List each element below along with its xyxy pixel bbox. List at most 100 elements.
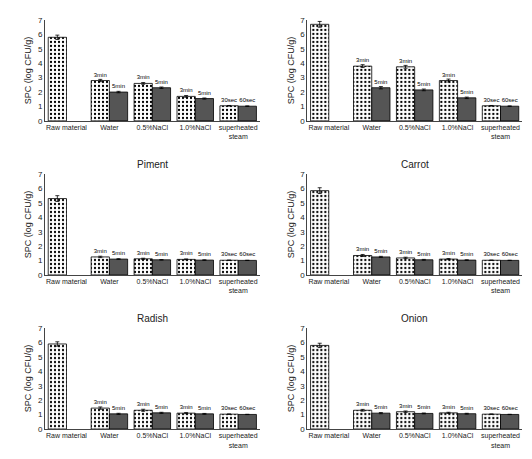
svg-text:5: 5 xyxy=(38,45,43,54)
svg-text:1.0%NaCl: 1.0%NaCl xyxy=(180,124,212,131)
svg-text:superheatedsteam: superheatedsteam xyxy=(219,124,258,140)
svg-text:0: 0 xyxy=(38,117,43,126)
svg-text:1.0%NaCl: 1.0%NaCl xyxy=(442,278,474,285)
svg-text:6: 6 xyxy=(38,338,43,347)
svg-text:Raw material: Raw material xyxy=(308,278,349,285)
svg-text:5min: 5min xyxy=(198,405,211,411)
svg-text:4: 4 xyxy=(38,367,43,376)
svg-text:SPC (log CFU/g): SPC (log CFU/g) xyxy=(286,345,296,413)
svg-text:3min: 3min xyxy=(442,250,455,256)
svg-text:5: 5 xyxy=(300,353,305,362)
svg-text:6: 6 xyxy=(38,30,43,39)
svg-text:3min: 3min xyxy=(94,399,107,405)
svg-text:3: 3 xyxy=(38,228,43,237)
svg-text:0.5%NaCl: 0.5%NaCl xyxy=(399,278,431,285)
svg-text:0: 0 xyxy=(300,117,305,126)
svg-text:7: 7 xyxy=(38,16,43,25)
svg-text:3min: 3min xyxy=(180,250,193,256)
svg-text:1: 1 xyxy=(38,410,43,419)
svg-text:3min: 3min xyxy=(94,248,107,254)
svg-text:5min: 5min xyxy=(417,251,430,257)
svg-text:0.5%NaCl: 0.5%NaCl xyxy=(399,432,431,439)
svg-text:5min: 5min xyxy=(460,251,473,257)
svg-text:1.0%NaCl: 1.0%NaCl xyxy=(442,432,474,439)
svg-text:30sec: 30sec xyxy=(483,251,499,257)
svg-text:Carrot: Carrot xyxy=(401,159,429,170)
svg-text:1: 1 xyxy=(38,102,43,111)
svg-text:1: 1 xyxy=(300,256,305,265)
svg-text:60sec: 60sec xyxy=(239,405,255,411)
svg-text:30sec: 30sec xyxy=(221,405,237,411)
svg-text:7: 7 xyxy=(38,170,43,179)
svg-text:5min: 5min xyxy=(417,81,430,87)
svg-text:superheatedsteam: superheatedsteam xyxy=(481,432,520,448)
svg-text:Raw material: Raw material xyxy=(46,432,87,439)
svg-text:superheatedsteam: superheatedsteam xyxy=(219,278,258,294)
svg-text:Raw material: Raw material xyxy=(46,278,87,285)
svg-text:0: 0 xyxy=(300,425,305,434)
svg-text:7: 7 xyxy=(300,16,305,25)
svg-text:1: 1 xyxy=(38,256,43,265)
svg-text:Raw material: Raw material xyxy=(308,432,349,439)
svg-text:3min: 3min xyxy=(180,87,193,93)
svg-text:5min: 5min xyxy=(112,405,125,411)
svg-text:3min: 3min xyxy=(356,246,369,252)
svg-text:4: 4 xyxy=(300,367,305,376)
svg-text:0.5%NaCl: 0.5%NaCl xyxy=(137,278,169,285)
svg-text:5min: 5min xyxy=(460,405,473,411)
svg-text:30sec: 30sec xyxy=(483,405,499,411)
svg-text:2: 2 xyxy=(38,88,43,97)
svg-text:5min: 5min xyxy=(198,251,211,257)
svg-text:5min: 5min xyxy=(112,250,125,256)
svg-text:6: 6 xyxy=(300,30,305,39)
svg-text:3: 3 xyxy=(38,73,43,82)
svg-text:Water: Water xyxy=(363,278,382,285)
svg-text:5min: 5min xyxy=(417,404,430,410)
svg-text:1.0%NaCl: 1.0%NaCl xyxy=(180,278,212,285)
svg-text:2: 2 xyxy=(38,242,43,251)
svg-text:superheatedsteam: superheatedsteam xyxy=(481,278,520,294)
svg-text:3min: 3min xyxy=(399,249,412,255)
svg-text:3: 3 xyxy=(300,382,305,391)
svg-text:SPC (log CFU/g): SPC (log CFU/g) xyxy=(286,191,296,259)
svg-text:Water: Water xyxy=(363,124,382,131)
svg-text:5min: 5min xyxy=(112,83,125,89)
svg-text:6: 6 xyxy=(300,184,305,193)
svg-text:0: 0 xyxy=(38,425,43,434)
svg-text:3min: 3min xyxy=(94,72,107,78)
svg-text:60sec: 60sec xyxy=(502,405,518,411)
svg-text:3min: 3min xyxy=(399,58,412,64)
svg-text:5min: 5min xyxy=(155,251,168,257)
svg-text:0.5%NaCl: 0.5%NaCl xyxy=(137,124,169,131)
svg-text:1: 1 xyxy=(300,410,305,419)
svg-text:2: 2 xyxy=(300,88,305,97)
svg-text:Raw material: Raw material xyxy=(46,124,87,131)
svg-text:5: 5 xyxy=(38,199,43,208)
svg-text:60sec: 60sec xyxy=(239,97,255,103)
svg-text:1.0%NaCl: 1.0%NaCl xyxy=(442,124,474,131)
svg-text:5min: 5min xyxy=(155,404,168,410)
svg-text:5min: 5min xyxy=(374,404,387,410)
svg-text:3min: 3min xyxy=(442,404,455,410)
svg-text:60sec: 60sec xyxy=(502,97,518,103)
svg-text:superheatedsteam: superheatedsteam xyxy=(481,124,520,140)
svg-text:5: 5 xyxy=(38,353,43,362)
svg-text:3min: 3min xyxy=(356,57,369,63)
svg-text:3min: 3min xyxy=(137,250,150,256)
svg-text:5min: 5min xyxy=(374,248,387,254)
svg-text:1: 1 xyxy=(300,102,305,111)
svg-text:2: 2 xyxy=(300,242,305,251)
svg-text:60sec: 60sec xyxy=(502,251,518,257)
svg-text:0: 0 xyxy=(300,271,305,280)
svg-text:2: 2 xyxy=(38,396,43,405)
svg-text:4: 4 xyxy=(38,59,43,68)
svg-text:1.0%NaCl: 1.0%NaCl xyxy=(180,432,212,439)
svg-text:0.5%NaCl: 0.5%NaCl xyxy=(399,124,431,131)
svg-text:4: 4 xyxy=(38,213,43,222)
svg-text:SPC (log CFU/g): SPC (log CFU/g) xyxy=(23,345,33,413)
svg-text:3: 3 xyxy=(38,382,43,391)
svg-text:Water: Water xyxy=(100,432,119,439)
svg-text:Water: Water xyxy=(363,432,382,439)
svg-text:7: 7 xyxy=(300,170,305,179)
svg-text:30sec: 30sec xyxy=(221,251,237,257)
